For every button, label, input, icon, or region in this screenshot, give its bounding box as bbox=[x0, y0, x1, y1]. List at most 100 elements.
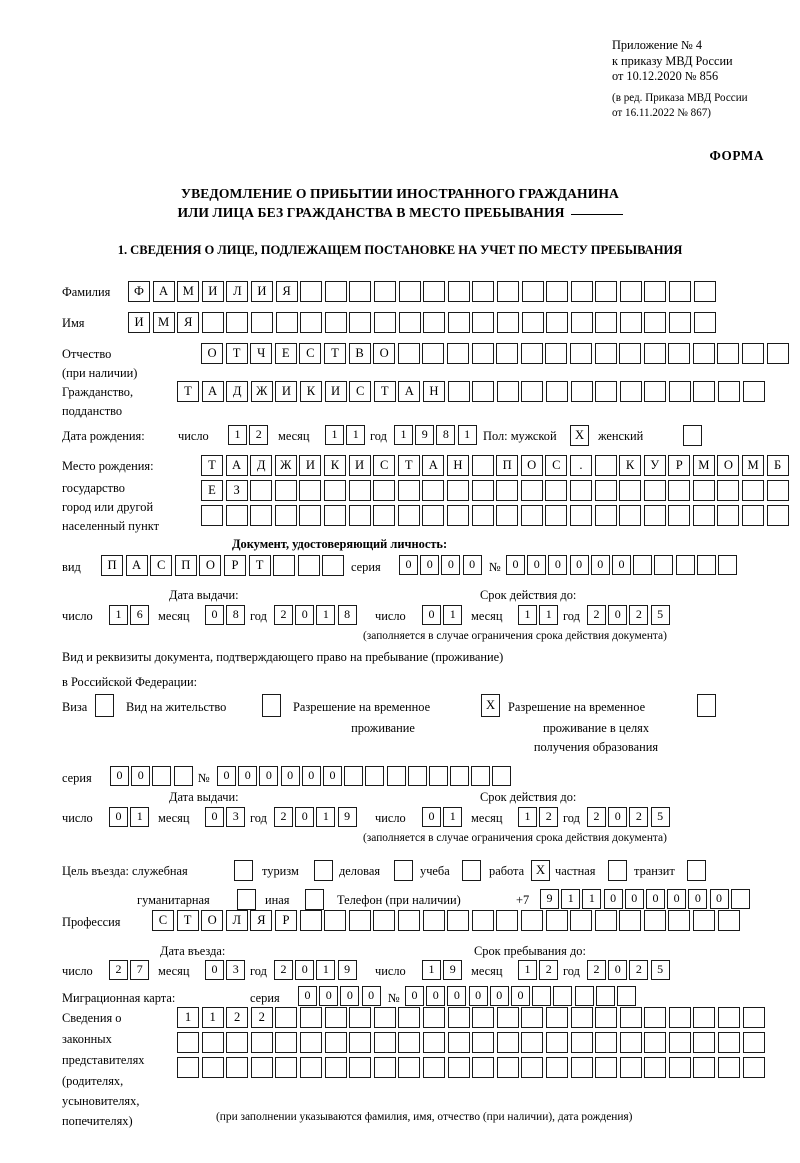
char-cell[interactable]: 0 bbox=[420, 555, 440, 575]
char-cell[interactable] bbox=[398, 1032, 421, 1053]
char-cell[interactable] bbox=[447, 281, 470, 302]
char-cell[interactable] bbox=[471, 766, 491, 786]
char-cell[interactable] bbox=[324, 1032, 347, 1053]
char-cell[interactable]: А bbox=[422, 455, 445, 476]
char-cell[interactable]: 1 bbox=[518, 807, 537, 827]
char-cell[interactable] bbox=[742, 1032, 765, 1053]
char-cell[interactable]: Я bbox=[177, 312, 200, 333]
char-cell[interactable]: С bbox=[373, 455, 396, 476]
char-cell[interactable]: П bbox=[496, 455, 519, 476]
char-cell[interactable] bbox=[594, 343, 617, 364]
char-cell[interactable]: Л bbox=[226, 281, 249, 302]
char-cell[interactable] bbox=[496, 910, 519, 931]
char-cell[interactable] bbox=[422, 480, 445, 501]
purpose-transit-checkbox[interactable] bbox=[687, 860, 706, 881]
char-cell[interactable] bbox=[348, 505, 371, 526]
char-cell[interactable] bbox=[428, 766, 448, 786]
char-cell[interactable] bbox=[718, 1057, 741, 1078]
char-cell[interactable] bbox=[521, 381, 544, 402]
char-cell[interactable]: А bbox=[152, 281, 175, 302]
char-cell[interactable] bbox=[201, 1057, 224, 1078]
char-cell[interactable] bbox=[422, 343, 445, 364]
char-cell[interactable]: 0 bbox=[608, 605, 628, 625]
char-cell[interactable]: 2 bbox=[587, 605, 606, 625]
char-cell[interactable] bbox=[643, 505, 666, 526]
char-cell[interactable] bbox=[422, 505, 445, 526]
char-cell[interactable]: 3 bbox=[226, 960, 246, 980]
sex-male-checkbox[interactable]: X bbox=[570, 425, 589, 446]
char-cell[interactable]: 0 bbox=[295, 960, 315, 980]
char-cell[interactable]: Д bbox=[250, 455, 273, 476]
char-cell[interactable] bbox=[619, 1032, 642, 1053]
char-cell[interactable]: 2 bbox=[226, 1007, 249, 1028]
char-cell[interactable]: 5 bbox=[650, 960, 670, 980]
char-cell[interactable] bbox=[225, 505, 248, 526]
char-cell[interactable] bbox=[226, 1057, 249, 1078]
char-cell[interactable] bbox=[574, 986, 594, 1006]
char-cell[interactable] bbox=[669, 312, 692, 333]
char-cell[interactable] bbox=[717, 555, 737, 575]
char-cell[interactable]: 1 bbox=[443, 605, 463, 625]
char-cell[interactable]: 8 bbox=[337, 605, 357, 625]
char-cell[interactable] bbox=[423, 312, 446, 333]
char-cell[interactable]: Т bbox=[397, 455, 420, 476]
char-cell[interactable] bbox=[545, 505, 568, 526]
char-cell[interactable]: 0 bbox=[608, 807, 628, 827]
char-cell[interactable]: 8 bbox=[226, 605, 246, 625]
char-cell[interactable] bbox=[373, 505, 396, 526]
char-cell[interactable]: 1 bbox=[228, 425, 247, 445]
char-cell[interactable] bbox=[300, 312, 323, 333]
char-cell[interactable]: 0 bbox=[590, 555, 610, 575]
char-cell[interactable] bbox=[373, 1032, 396, 1053]
char-cell[interactable]: 9 bbox=[337, 960, 357, 980]
char-cell[interactable]: 1 bbox=[316, 807, 336, 827]
char-cell[interactable] bbox=[323, 480, 346, 501]
char-cell[interactable] bbox=[717, 910, 740, 931]
char-cell[interactable] bbox=[472, 312, 495, 333]
char-cell[interactable] bbox=[766, 505, 789, 526]
char-cell[interactable] bbox=[386, 766, 406, 786]
char-cell[interactable] bbox=[594, 455, 617, 476]
char-cell[interactable] bbox=[324, 910, 347, 931]
char-cell[interactable]: 0 bbox=[441, 555, 461, 575]
char-cell[interactable] bbox=[521, 312, 544, 333]
char-cell[interactable]: 8 bbox=[436, 425, 456, 445]
char-cell[interactable]: 0 bbox=[506, 555, 525, 575]
char-cell[interactable] bbox=[595, 1057, 618, 1078]
char-cell[interactable]: Я bbox=[275, 281, 298, 302]
char-cell[interactable] bbox=[643, 480, 666, 501]
char-cell[interactable] bbox=[177, 1057, 199, 1078]
char-cell[interactable] bbox=[595, 1007, 618, 1028]
char-cell[interactable]: Ж bbox=[274, 455, 297, 476]
char-cell[interactable]: 0 bbox=[667, 889, 687, 909]
char-cell[interactable] bbox=[619, 1057, 642, 1078]
char-cell[interactable]: 1 bbox=[130, 807, 150, 827]
char-cell[interactable] bbox=[717, 343, 740, 364]
char-cell[interactable]: 1 bbox=[316, 960, 336, 980]
sex-female-checkbox[interactable] bbox=[683, 425, 702, 446]
char-cell[interactable]: 2 bbox=[249, 425, 269, 445]
char-cell[interactable] bbox=[349, 1057, 372, 1078]
char-cell[interactable]: 0 bbox=[548, 555, 568, 575]
char-cell[interactable] bbox=[696, 555, 716, 575]
char-cell[interactable] bbox=[447, 910, 470, 931]
char-cell[interactable] bbox=[595, 986, 615, 1006]
char-cell[interactable]: С bbox=[545, 455, 568, 476]
char-cell[interactable]: 1 bbox=[518, 605, 537, 625]
char-cell[interactable] bbox=[742, 343, 765, 364]
char-cell[interactable] bbox=[570, 1032, 593, 1053]
char-cell[interactable] bbox=[545, 381, 568, 402]
char-cell[interactable] bbox=[407, 766, 427, 786]
char-cell[interactable]: 2 bbox=[109, 960, 128, 980]
